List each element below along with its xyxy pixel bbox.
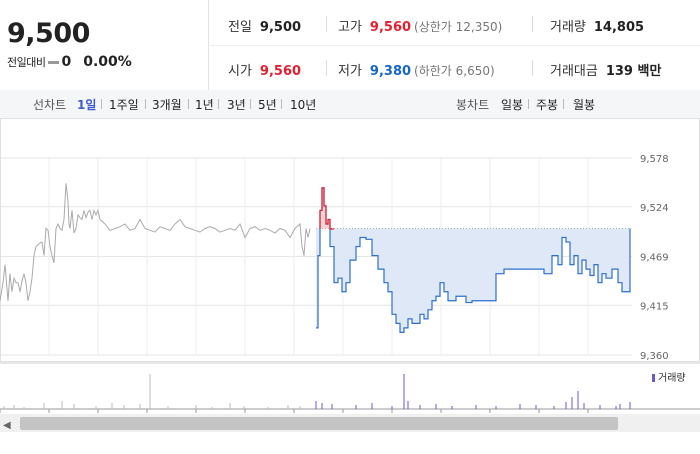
- scrollbar-thumb[interactable]: [20, 417, 618, 430]
- change-percent: 0.00%: [83, 54, 132, 70]
- tab-1d[interactable]: 1일: [77, 98, 97, 112]
- stat-divider: [326, 16, 327, 32]
- high-label: 고가: [338, 20, 362, 35]
- upper-limit: (상한가 12,350): [414, 20, 503, 34]
- open-label: 시가: [228, 64, 252, 79]
- y-tick-label: 9,578: [640, 154, 669, 165]
- trade-amount-value: 139 백만: [605, 64, 662, 79]
- tab-1y[interactable]: 1년: [195, 98, 214, 112]
- stat-divider: [326, 60, 327, 76]
- flat-change-icon: [48, 60, 60, 64]
- volume-stat: 거래량 14,805: [550, 16, 644, 35]
- change-value: 0: [61, 54, 72, 70]
- tab-1w[interactable]: 1주일: [109, 98, 139, 112]
- tab-separator: [101, 99, 102, 109]
- low-label: 저가: [338, 64, 362, 79]
- tab-3y[interactable]: 3년: [227, 98, 246, 112]
- change-row: 전일대비 0 0.00%: [7, 54, 132, 70]
- volume-label: 거래량: [550, 20, 586, 35]
- high-stat: 고가 9,560 (상한가 12,350): [338, 16, 502, 35]
- current-price-box: 9,500 전일대비 0 0.00%: [0, 0, 209, 90]
- stat-divider: [532, 60, 533, 76]
- volume-legend-swatch: [652, 374, 655, 382]
- trade-amount-stat: 거래대금 139 백만: [550, 60, 661, 79]
- tab-weekly-candle[interactable]: 주봉: [536, 98, 559, 112]
- previous-day-line: [0, 183, 311, 301]
- prev-close-value: 9,500: [259, 20, 302, 35]
- volume-value: 14,805: [593, 20, 645, 35]
- low-stat: 저가 9,380 (하한가 6,650): [338, 60, 495, 79]
- tab-separator: [218, 99, 219, 109]
- above-reference-fill: [316, 187, 630, 229]
- open-stat: 시가 9,560: [228, 60, 301, 79]
- prev-close-stat: 전일 9,500: [228, 16, 301, 35]
- low-value: 9,380: [369, 64, 412, 79]
- y-tick-label: 9,360: [640, 351, 669, 362]
- stat-divider: [532, 16, 533, 32]
- tab-5y[interactable]: 5년: [258, 98, 277, 112]
- y-tick-label: 9,415: [640, 301, 669, 312]
- high-value: 9,560: [369, 20, 412, 35]
- today-price-line: [316, 187, 631, 334]
- open-value: 9,560: [259, 64, 302, 79]
- tab-separator: [188, 99, 189, 109]
- tab-monthly-candle[interactable]: 월봉: [573, 98, 596, 112]
- candle-chart-label: 봉차트: [456, 98, 490, 112]
- tab-separator: [250, 99, 251, 109]
- tab-daily-candle[interactable]: 일봉: [501, 98, 524, 112]
- tab-separator: [563, 99, 564, 109]
- change-label: 전일대비: [7, 56, 46, 69]
- current-price: 9,500: [7, 18, 90, 49]
- trade-amount-label: 거래대금: [550, 64, 598, 79]
- lower-limit: (하한가 6,650): [414, 64, 495, 78]
- tab-separator: [528, 99, 529, 109]
- tab-separator: [145, 99, 146, 109]
- price-summary-panel: 9,500 전일대비 0 0.00% 전일 9,500 고가 9,560 (상한가 1…: [0, 0, 700, 91]
- below-reference-fill: [316, 228, 630, 333]
- tab-3m[interactable]: 3개월: [152, 98, 182, 112]
- scroll-left-arrow-icon[interactable]: ◀: [3, 420, 11, 431]
- line-chart-label: 선차트: [33, 98, 67, 112]
- stat-row-separator: [208, 45, 700, 46]
- chart-period-tabbar: 선차트 1일 1주일 3개월 1년 3년 5년 10년 봉차트 일봉 주봉 월봉: [0, 90, 700, 119]
- volume-legend-label: 거래량: [658, 372, 686, 384]
- above-reference-line: [319, 187, 334, 230]
- tab-10y[interactable]: 10년: [290, 98, 317, 112]
- chart-svg: 9,578 9,524 9,469 9,415 9,360 거래량 ◀: [0, 118, 700, 432]
- y-tick-label: 9,469: [640, 253, 669, 264]
- y-tick-label: 9,524: [640, 203, 669, 214]
- tab-separator: [281, 99, 282, 109]
- prev-close-label: 전일: [228, 20, 252, 35]
- intraday-chart: 9,578 9,524 9,469 9,415 9,360 거래량 ◀: [0, 118, 700, 450]
